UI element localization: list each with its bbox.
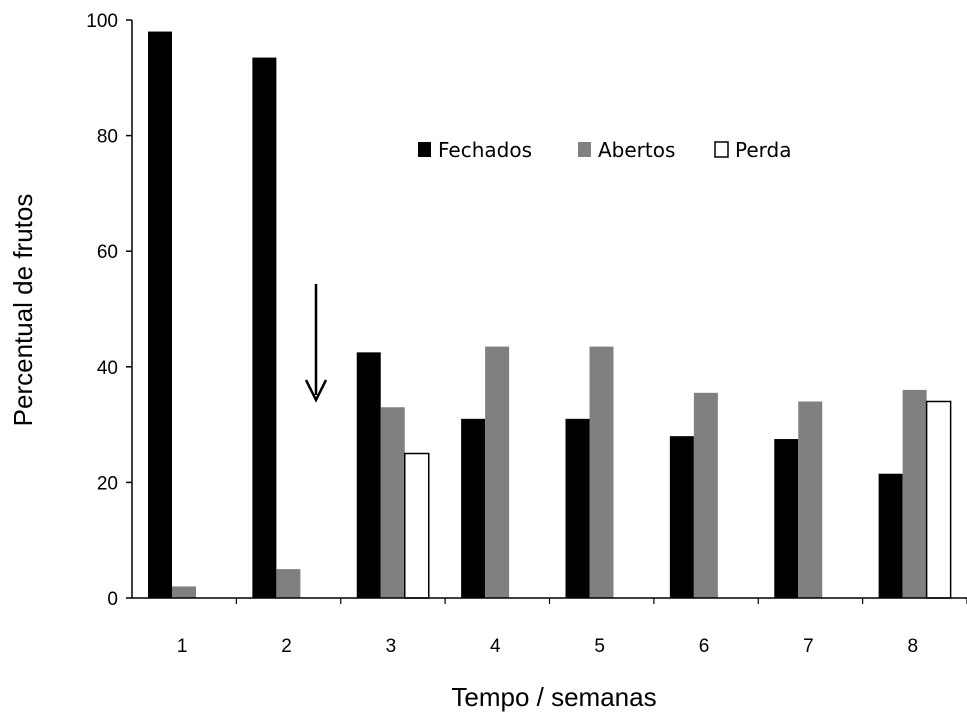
bar-abertos-5 (589, 346, 614, 598)
bar-abertos-3 (380, 407, 405, 598)
bar-fechados-6 (669, 436, 694, 598)
bar-abertos-2 (276, 569, 301, 598)
bar-fechados-3 (356, 352, 381, 598)
x-tick-label: 1 (177, 636, 188, 657)
legend-label-abertos: Abertos (598, 138, 675, 162)
x-tick-label: 4 (490, 636, 501, 657)
bar-fechados-5 (565, 418, 590, 598)
bar-fechados-2 (252, 57, 277, 598)
arrow-head (304, 379, 328, 403)
x-axis-title: Tempo / semanas (451, 682, 656, 712)
legend-label-fechados: Fechados (438, 138, 532, 162)
y-tick-label: 80 (97, 127, 118, 148)
bar-abertos-7 (798, 401, 823, 598)
bar-abertos-6 (693, 392, 718, 598)
bar-fechados-1 (148, 31, 172, 599)
bar-fechados-7 (774, 439, 799, 598)
x-tick-label: 8 (908, 636, 919, 657)
bars-group (148, 31, 952, 599)
x-tick-label: 3 (386, 636, 397, 657)
y-tick-label: 20 (97, 473, 118, 494)
legend-swatch-perda (714, 141, 729, 158)
x-tick-label: 5 (594, 636, 605, 657)
x-tick-label: 7 (803, 636, 814, 657)
legend-label-perda: Perda (735, 138, 791, 162)
bar-perda-8 (925, 400, 952, 599)
bar-abertos-8 (902, 389, 927, 598)
legend-swatch-abertos (578, 142, 591, 157)
bar-fechados-4 (461, 418, 486, 598)
x-tick-label: 6 (699, 636, 710, 657)
bar-abertos-1 (172, 586, 196, 598)
y-tick-label: 0 (107, 589, 118, 610)
arrow-annotation (304, 284, 328, 403)
x-tick-label: 2 (281, 636, 292, 657)
legend: Fechados Abertos Perda (418, 138, 791, 162)
y-tick-label: 100 (86, 11, 118, 32)
x-ticks-group: 1 2 3 4 5 6 7 8 (177, 598, 967, 657)
bar-perda-3 (404, 452, 430, 599)
y-tick-label: 60 (97, 242, 118, 263)
y-axis-title: Percentual de frutos (8, 194, 38, 427)
y-tick-label: 40 (97, 358, 118, 379)
bar-abertos-4 (485, 346, 510, 598)
bar-fechados-8 (878, 473, 903, 598)
legend-swatch-fechados (418, 142, 431, 157)
y-ticks-group: 0 20 40 60 80 100 (86, 11, 132, 610)
